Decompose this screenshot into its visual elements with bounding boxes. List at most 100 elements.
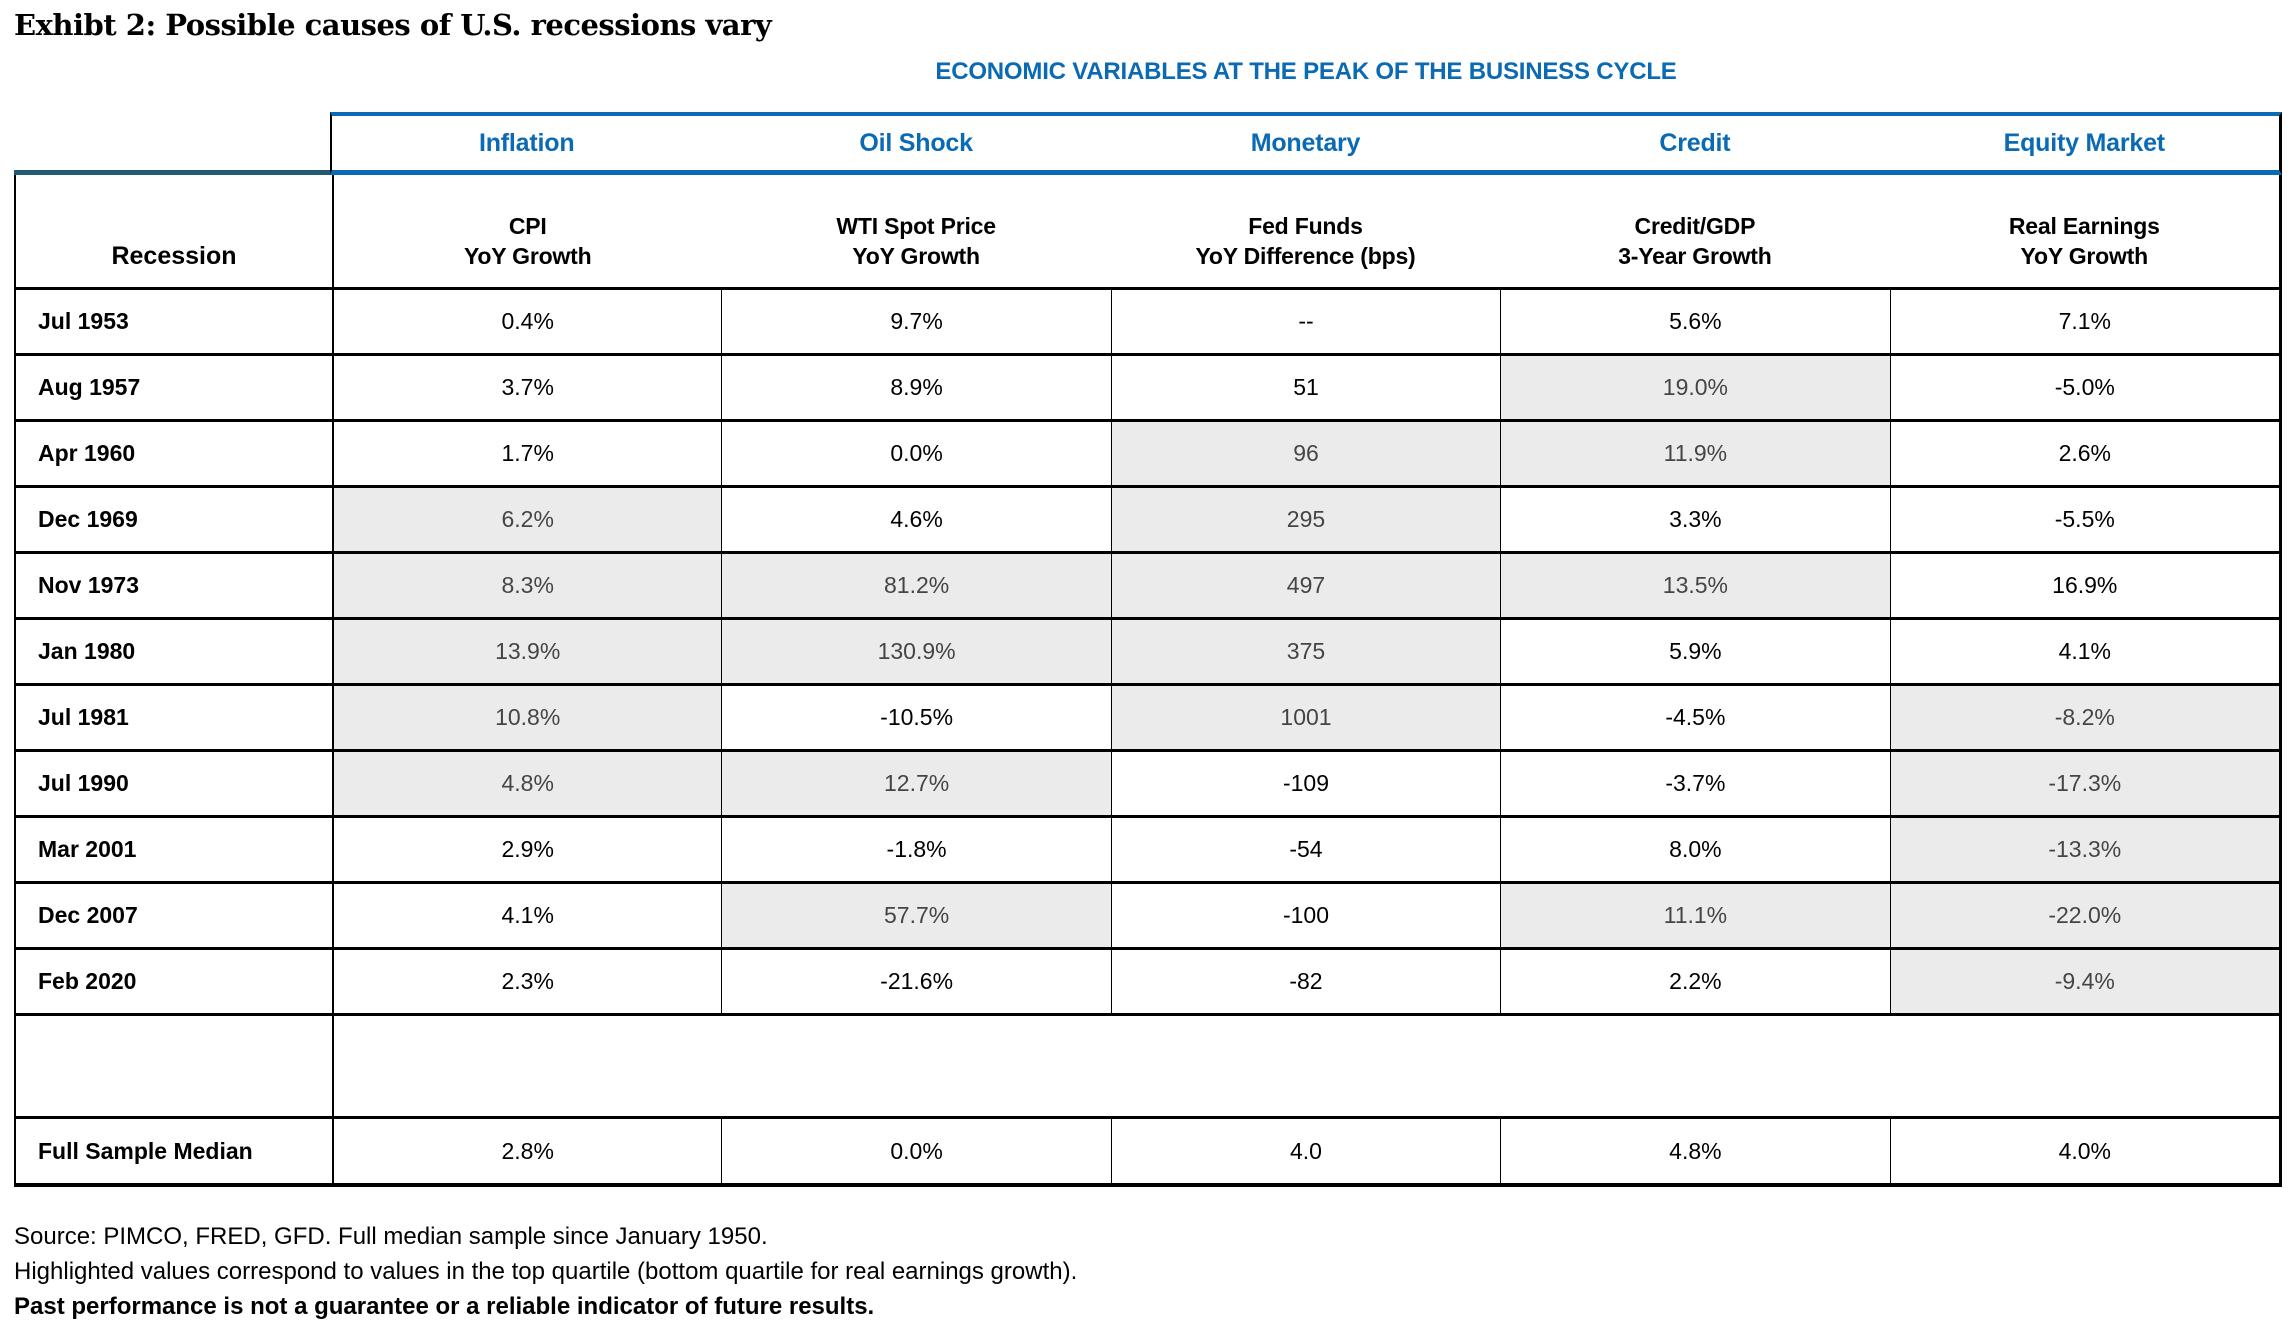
table-band-title: ECONOMIC VARIABLES AT THE PEAK OF THE BU… xyxy=(935,58,1677,85)
value-cell: -- xyxy=(1110,290,1500,353)
value-cell-highlighted: 13.9% xyxy=(332,620,722,683)
spacer-value-cell xyxy=(1890,1016,2279,1116)
spacer-value-cell xyxy=(721,1016,1110,1116)
value-cell-highlighted: -17.3% xyxy=(1889,752,2279,815)
sub-header-line1: Fed Funds xyxy=(1248,213,1363,239)
exhibit-title: Exhibt 2: Possible causes of U.S. recess… xyxy=(14,8,772,42)
sub-header-fed-funds: Fed Funds YoY Difference (bps) xyxy=(1111,175,1500,287)
table-grid: Recession CPI YoY Growth WTI Spot Price … xyxy=(14,175,2282,1187)
recessions-table: Inflation Oil Shock Monetary Credit Equi… xyxy=(14,112,2282,1187)
value-cell-highlighted: -13.3% xyxy=(1889,818,2279,881)
sub-header-line2: YoY Difference (bps) xyxy=(1195,243,1416,269)
group-header-credit: Credit xyxy=(1659,128,1731,157)
value-cell: -21.6% xyxy=(721,950,1110,1013)
recession-date-label: Full Sample Median xyxy=(38,1137,253,1164)
table-body: Jul 1953 0.4% 9.7% -- 5.6% 7.1% Aug 1957 3.7% 8.… xyxy=(16,290,2279,1187)
value-cell: 5.6% xyxy=(1500,290,1889,353)
recession-date-label: Jan 1980 xyxy=(38,638,136,664)
value-cell: 0.4% xyxy=(332,290,721,353)
value-cell-highlighted: 96 xyxy=(1110,422,1501,485)
table-row: Jul 1981 10.8% -10.5% 1001 -4.5% -8.2% xyxy=(16,686,2279,752)
sub-header-line1: CPI xyxy=(508,213,547,239)
value-cell: 8.0% xyxy=(1500,818,1889,881)
value-cell: 2.3% xyxy=(332,950,721,1013)
sub-header-line1: WTI Spot Price xyxy=(836,213,996,239)
recession-date-label: Apr 1960 xyxy=(38,440,136,466)
value-cell-highlighted: -22.0% xyxy=(1889,884,2279,947)
median-row: Full Sample Median 2.8% 0.0% 4.0 4.8% 4.0% xyxy=(16,1119,2279,1187)
value-cell: 9.7% xyxy=(721,290,1110,353)
spacer-value-cell xyxy=(1111,1016,1500,1116)
column-group-header-row: Inflation Oil Shock Monetary Credit Equi… xyxy=(14,112,2282,175)
recession-date-label: Feb 2020 xyxy=(38,968,137,994)
value-cell-highlighted: 130.9% xyxy=(721,620,1111,683)
sub-header-row: Recession CPI YoY Growth WTI Spot Price … xyxy=(16,175,2279,290)
value-cell: 1.7% xyxy=(332,422,721,485)
sub-header-line2: YoY Growth xyxy=(852,243,980,269)
value-cell-highlighted: 497 xyxy=(1110,554,1501,617)
value-cell: 0.0% xyxy=(721,422,1110,485)
sub-header-real-earnings: Real Earnings YoY Growth xyxy=(1890,175,2279,287)
value-cell: -10.5% xyxy=(721,686,1110,749)
value-cell-highlighted: 11.1% xyxy=(1500,884,1890,947)
value-cell-highlighted: -9.4% xyxy=(1889,950,2279,1013)
spacer-value-cell xyxy=(1500,1016,1889,1116)
group-header-equity-market: Equity Market xyxy=(2003,128,2166,157)
value-cell-highlighted: 57.7% xyxy=(721,884,1111,947)
value-cell: -54 xyxy=(1110,818,1500,881)
value-cell: 0.0% xyxy=(721,1119,1110,1183)
value-cell-highlighted: 375 xyxy=(1110,620,1501,683)
column-group-band: Inflation Oil Shock Monetary Credit Equi… xyxy=(330,112,2282,175)
group-header-oil-shock: Oil Shock xyxy=(859,128,973,157)
value-cell: 2.9% xyxy=(332,818,721,881)
value-cell-highlighted: 81.2% xyxy=(721,554,1111,617)
recession-date-label: Nov 1973 xyxy=(38,572,140,598)
group-header-monetary: Monetary xyxy=(1250,128,1361,157)
value-cell: -4.5% xyxy=(1500,686,1889,749)
value-cell-highlighted: 11.9% xyxy=(1500,422,1890,485)
footnote-source: Source: PIMCO, FRED, GFD. Full median sa… xyxy=(14,1223,768,1250)
spacer-row xyxy=(16,1016,2279,1119)
table-row: Dec 1969 6.2% 4.6% 295 3.3% -5.5% xyxy=(16,488,2279,554)
footnote-highlight-note: Highlighted values correspond to values … xyxy=(14,1258,1078,1285)
value-cell: 4.1% xyxy=(1889,620,2279,683)
value-cell-highlighted: 13.5% xyxy=(1500,554,1890,617)
value-cell: 51 xyxy=(1110,356,1500,419)
value-cell-highlighted: 295 xyxy=(1110,488,1501,551)
table-row: Jul 1990 4.8% 12.7% -109 -3.7% -17.3% xyxy=(16,752,2279,818)
value-cell: -5.0% xyxy=(1889,356,2279,419)
value-cell: 4.0% xyxy=(1889,1119,2279,1183)
group-header-inflation: Inflation xyxy=(478,128,575,157)
value-cell: -109 xyxy=(1110,752,1500,815)
value-cell-highlighted: -8.2% xyxy=(1889,686,2279,749)
table-row: Mar 2001 2.9% -1.8% -54 8.0% -13.3% xyxy=(16,818,2279,884)
recession-date-label: Mar 2001 xyxy=(38,836,137,862)
value-cell: 2.2% xyxy=(1500,950,1889,1013)
recession-date-label: Aug 1957 xyxy=(38,374,141,400)
value-cell: 4.8% xyxy=(1500,1119,1889,1183)
table-row: Feb 2020 2.3% -21.6% -82 2.2% -9.4% xyxy=(16,950,2279,1016)
value-cell: 16.9% xyxy=(1889,554,2279,617)
table-row: Apr 1960 1.7% 0.0% 96 11.9% 2.6% xyxy=(16,422,2279,488)
table-row: Aug 1957 3.7% 8.9% 51 19.0% -5.0% xyxy=(16,356,2279,422)
recession-date-label: Jul 1953 xyxy=(38,308,129,334)
value-cell-highlighted: 12.7% xyxy=(721,752,1111,815)
sub-header-line2: 3-Year Growth xyxy=(1618,243,1772,269)
value-cell: 3.7% xyxy=(332,356,721,419)
value-cell: 4.1% xyxy=(332,884,721,947)
value-cell-highlighted: 8.3% xyxy=(332,554,722,617)
recession-column-header: Recession xyxy=(111,242,237,270)
sub-header-credit-gdp: Credit/GDP 3-Year Growth xyxy=(1500,175,1889,287)
sub-header-line1: Real Earnings xyxy=(2008,213,2160,239)
sub-header-wti: WTI Spot Price YoY Growth xyxy=(721,175,1110,287)
value-cell: 5.9% xyxy=(1500,620,1889,683)
table-row: Dec 2007 4.1% 57.7% -100 11.1% -22.0% xyxy=(16,884,2279,950)
value-cell-highlighted: 4.8% xyxy=(332,752,722,815)
spacer-label-cell xyxy=(16,1016,332,1116)
value-cell: -82 xyxy=(1110,950,1500,1013)
value-cell: 7.1% xyxy=(1889,290,2279,353)
value-cell: 4.0 xyxy=(1110,1119,1500,1183)
value-cell-highlighted: 6.2% xyxy=(332,488,722,551)
footnotes: Source: PIMCO, FRED, GFD. Full median sa… xyxy=(14,1219,2292,1324)
